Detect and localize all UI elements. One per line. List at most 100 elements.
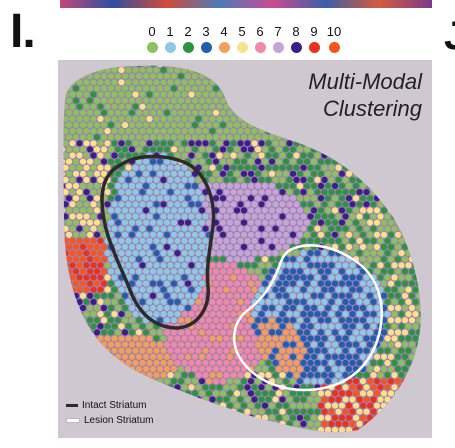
capture-spot xyxy=(86,268,94,275)
capture-spot xyxy=(405,201,412,208)
capture-spot xyxy=(188,286,195,293)
capture-spot xyxy=(226,231,234,238)
capture-spot xyxy=(79,219,87,226)
capture-spot xyxy=(387,365,395,373)
capture-spot xyxy=(100,158,108,165)
capture-spot xyxy=(345,317,353,324)
capture-spot xyxy=(160,237,167,244)
capture-spot xyxy=(79,109,87,116)
capture-spot xyxy=(279,140,286,147)
capture-spot xyxy=(317,317,325,324)
capture-spot xyxy=(198,121,206,129)
capture-spot xyxy=(160,311,167,318)
capture-spot xyxy=(352,280,360,287)
capture-spot xyxy=(181,286,188,293)
capture-spot xyxy=(167,103,174,110)
capture-spot xyxy=(118,128,125,135)
capture-spot xyxy=(363,420,370,427)
capture-spot xyxy=(184,170,192,177)
capture-spot xyxy=(65,65,73,68)
capture-spot xyxy=(65,146,73,153)
capture-spot xyxy=(412,347,419,354)
capture-spot xyxy=(349,128,356,135)
capture-spot xyxy=(289,97,297,104)
capture-spot xyxy=(247,73,255,80)
capture-spot xyxy=(139,79,146,86)
capture-spot xyxy=(380,390,388,397)
capture-spot xyxy=(363,384,370,391)
capture-spot xyxy=(279,115,286,122)
capture-spot xyxy=(289,280,297,287)
capture-spot xyxy=(128,65,136,68)
capture-spot xyxy=(293,79,300,86)
capture-spot xyxy=(328,237,335,244)
capture-spot xyxy=(160,164,167,171)
capture-spot xyxy=(142,256,150,263)
capture-spot xyxy=(93,378,101,385)
capture-spot xyxy=(135,134,143,141)
capture-spot xyxy=(370,189,377,196)
capture-spot xyxy=(419,128,421,135)
capture-spot xyxy=(398,286,405,293)
capture-spot xyxy=(160,286,167,293)
capture-spot xyxy=(219,304,227,312)
capture-spot xyxy=(63,103,69,110)
capture-spot xyxy=(135,219,143,226)
capture-spot xyxy=(212,195,220,202)
capture-spot xyxy=(324,426,332,433)
capture-spot xyxy=(174,152,181,159)
capture-spot xyxy=(63,243,66,251)
capture-spot xyxy=(114,134,122,141)
capture-spot xyxy=(359,292,367,299)
capture-spot xyxy=(314,323,321,330)
capture-spot xyxy=(394,341,402,348)
capture-spot xyxy=(146,140,153,147)
capture-spot xyxy=(93,219,101,226)
capture-spot xyxy=(293,152,300,159)
capture-spot xyxy=(219,182,227,190)
capture-spot xyxy=(275,170,283,177)
capture-spot xyxy=(331,158,339,165)
capture-spot xyxy=(135,365,143,373)
capture-spot xyxy=(345,219,353,226)
capture-spot xyxy=(338,280,346,287)
capture-spot xyxy=(219,414,227,421)
capture-spot xyxy=(104,433,110,438)
capture-spot xyxy=(216,311,223,318)
capture-spot xyxy=(356,311,363,318)
capture-spot xyxy=(181,311,188,318)
capture-spot xyxy=(359,353,367,360)
capture-spot xyxy=(139,91,146,98)
capture-spot xyxy=(202,164,209,171)
capture-spot xyxy=(240,121,248,129)
capture-spot xyxy=(163,268,171,275)
capture-spot xyxy=(86,109,94,116)
capture-spot xyxy=(107,280,115,287)
capture-spot xyxy=(146,323,153,330)
capture-spot xyxy=(384,152,391,159)
capture-spot xyxy=(69,286,76,293)
capture-spot xyxy=(198,158,206,165)
capture-spot xyxy=(373,378,381,385)
capture-spot xyxy=(223,152,230,159)
capture-spot xyxy=(300,274,307,281)
capture-spot xyxy=(244,396,251,403)
capture-spot xyxy=(114,182,122,190)
capture-spot xyxy=(391,201,398,208)
capture-spot xyxy=(366,243,374,251)
capture-spot xyxy=(226,65,234,68)
capture-spot xyxy=(139,237,146,244)
capture-spot xyxy=(188,152,195,159)
capture-spot xyxy=(247,402,255,409)
capture-spot xyxy=(335,274,342,281)
capture-spot xyxy=(156,134,164,141)
capture-spot xyxy=(212,109,220,116)
capture-spot xyxy=(216,225,223,232)
capture-spot xyxy=(146,115,153,122)
capture-spot xyxy=(121,390,129,397)
capture-spot xyxy=(419,213,421,220)
capture-spot xyxy=(177,341,185,348)
capture-spot xyxy=(373,304,381,312)
capture-spot xyxy=(303,329,311,336)
capture-spot xyxy=(331,402,339,409)
